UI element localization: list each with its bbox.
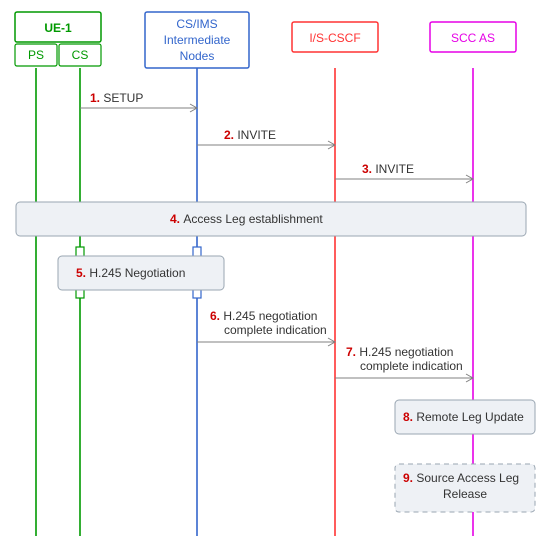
svg-text:PS: PS: [28, 48, 44, 62]
svg-text:Release: Release: [443, 487, 487, 501]
svg-text:2. INVITE: 2. INVITE: [224, 128, 276, 142]
svg-text:6. H.245 negotiation: 6. H.245 negotiation: [210, 309, 317, 323]
svg-text:8. Remote Leg Update: 8. Remote Leg Update: [403, 410, 524, 424]
svg-text:7. H.245 negotiation: 7. H.245 negotiation: [346, 345, 453, 359]
svg-text:9. Source Access Leg: 9. Source Access Leg: [403, 471, 519, 485]
svg-text:SCC AS: SCC AS: [451, 31, 495, 45]
svg-text:I/S-CSCF: I/S-CSCF: [309, 31, 360, 45]
svg-text:complete indication: complete indication: [360, 359, 463, 373]
svg-text:3. INVITE: 3. INVITE: [362, 162, 414, 176]
svg-text:1. SETUP: 1. SETUP: [90, 91, 143, 105]
svg-text:CS: CS: [72, 48, 89, 62]
svg-text:Intermediate: Intermediate: [164, 33, 231, 47]
svg-text:complete indication: complete indication: [224, 323, 327, 337]
svg-text:5. H.245 Negotiation: 5. H.245 Negotiation: [76, 266, 185, 280]
svg-text:Nodes: Nodes: [180, 49, 215, 63]
svg-text:UE-1: UE-1: [44, 21, 72, 35]
svg-text:CS/IMS: CS/IMS: [176, 17, 217, 31]
svg-text:4. Access Leg establishment: 4. Access Leg establishment: [170, 212, 323, 226]
